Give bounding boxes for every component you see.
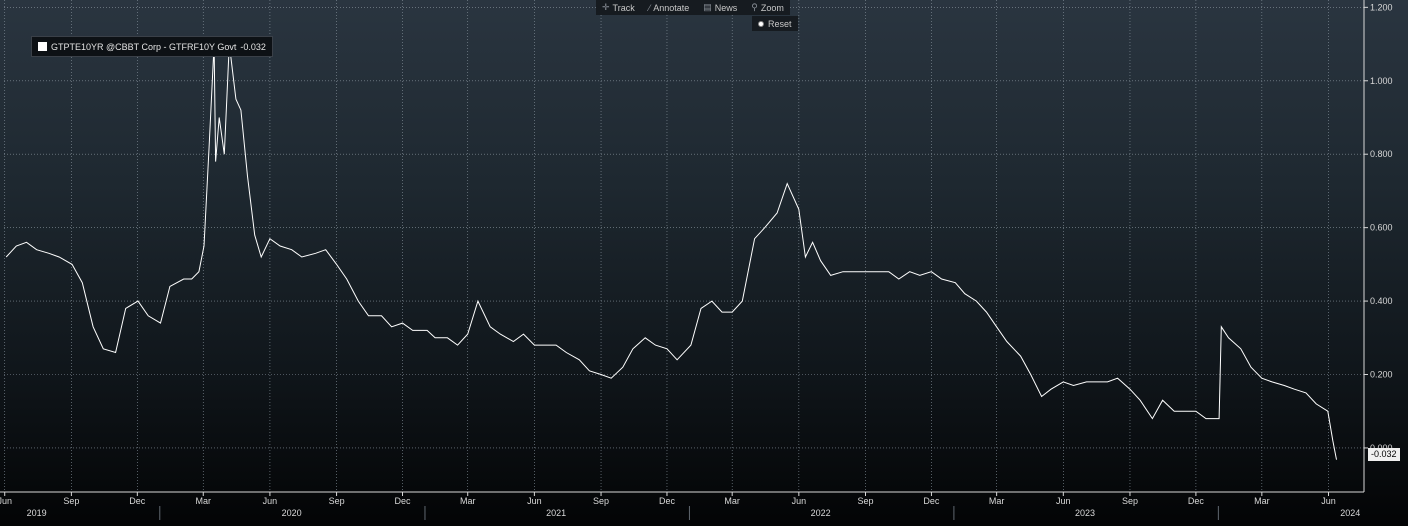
- x-tick-label: Mar: [989, 496, 1005, 506]
- magnifier-icon: ⚲: [751, 2, 758, 12]
- x-year-label: 2021: [546, 508, 566, 518]
- track-button[interactable]: ✛ Track: [602, 2, 635, 13]
- x-tick-label: Jun: [0, 496, 12, 506]
- annotate-label: Annotate: [653, 2, 690, 13]
- legend-swatch: [38, 42, 47, 51]
- x-year-label: 2019: [27, 508, 47, 518]
- grid: [4, 0, 1364, 492]
- legend[interactable]: GTPTE10YR @CBBT Corp - GTFRF10Y Govt -0.…: [31, 36, 273, 57]
- x-tick-label: Jun: [1056, 496, 1071, 506]
- x-axis: Jun Sep Dec Mar Jun Sep Dec Mar Jun Sep Dec Mar Jun S…: [0, 491, 1364, 520]
- y-tick-label: 0.600: [1370, 223, 1393, 233]
- x-year-label: 2023: [1075, 508, 1095, 518]
- news-label: News: [714, 2, 738, 13]
- y-axis: 1.200 1.000 0.800 0.600 0.400 0.200 0.000: [1363, 0, 1393, 492]
- x-tick-label: Jun: [527, 496, 542, 506]
- news-icon: ▤: [703, 2, 712, 12]
- x-tick-label: Dec: [1188, 496, 1205, 506]
- x-tick-label: Jun: [1321, 496, 1336, 506]
- annotate-button[interactable]: ⁄ Annotate: [649, 3, 690, 13]
- x-tick-label: Sep: [1122, 496, 1138, 506]
- y-tick-label: 0.000: [1370, 443, 1393, 453]
- x-year-label: 2024: [1340, 508, 1360, 518]
- x-tick-label: Sep: [593, 496, 609, 506]
- pencil-icon: ⁄: [648, 2, 651, 13]
- reset-button[interactable]: Reset: [752, 16, 798, 31]
- y-tick-label: 0.400: [1370, 296, 1393, 306]
- x-tick-label: Dec: [659, 496, 676, 506]
- x-tick-label: Mar: [1254, 496, 1270, 506]
- x-tick-label: Sep: [857, 496, 873, 506]
- zoom-label: Zoom: [760, 2, 784, 13]
- y-tick-label: 1.000: [1370, 76, 1393, 86]
- y-tick-label: 0.800: [1370, 149, 1393, 159]
- x-year-label: 2022: [811, 508, 831, 518]
- y-tick-label: 1.200: [1370, 2, 1393, 12]
- y-tick-label: 0.200: [1370, 370, 1393, 380]
- x-tick-label: Sep: [329, 496, 345, 506]
- crosshair-icon: ✛: [602, 2, 610, 12]
- reset-label: Reset: [768, 18, 792, 29]
- x-year-label: 2020: [282, 508, 302, 518]
- x-tick-label: Sep: [63, 496, 79, 506]
- chart-toolbar: ✛ Track ⁄ Annotate ▤ News ⚲ Zoom: [596, 0, 790, 15]
- x-tick-label: Mar: [460, 496, 476, 506]
- x-tick-label: Dec: [129, 496, 146, 506]
- legend-series-label: GTPTE10YR @CBBT Corp - GTFRF10Y Govt: [51, 41, 237, 52]
- zoom-button[interactable]: ⚲ Zoom: [751, 2, 784, 13]
- reset-radio-icon: [758, 20, 764, 27]
- news-button[interactable]: ▤ News: [703, 2, 737, 13]
- series-line: [5, 44, 1337, 460]
- last-value-tag: -0.032: [1368, 448, 1400, 461]
- x-tick-label: Jun: [792, 496, 807, 506]
- x-tick-label: Dec: [395, 496, 412, 506]
- track-label: Track: [612, 2, 635, 13]
- x-tick-label: Dec: [923, 496, 940, 506]
- x-tick-label: Jun: [263, 496, 278, 506]
- x-tick-label: Mar: [196, 496, 212, 506]
- legend-last-value: -0.032: [240, 41, 266, 52]
- x-tick-label: Mar: [724, 496, 740, 506]
